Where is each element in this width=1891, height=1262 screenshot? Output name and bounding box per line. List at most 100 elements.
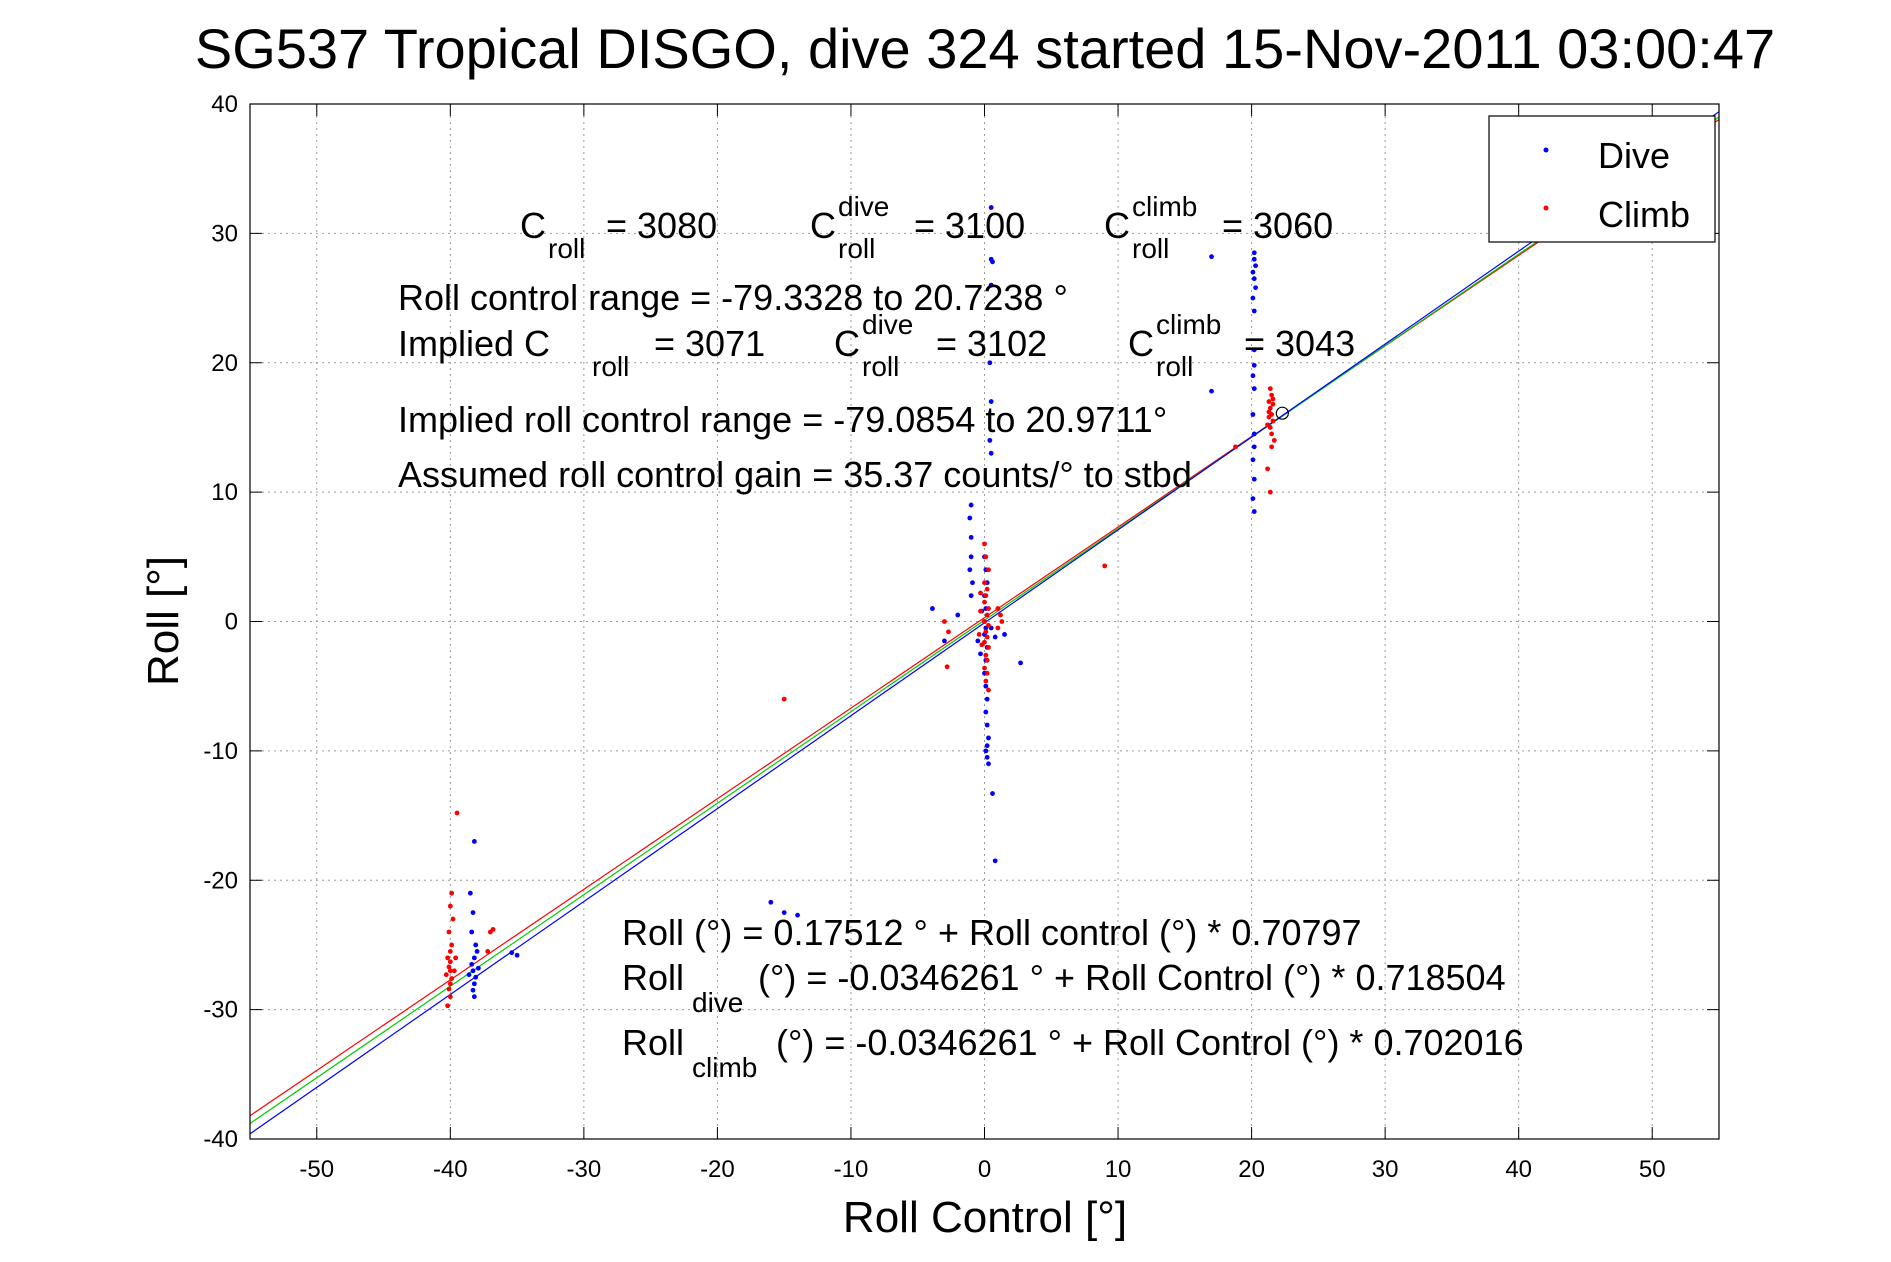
y-tick-label: 20 bbox=[211, 350, 238, 377]
dive-point bbox=[942, 638, 947, 644]
data-points bbox=[443, 205, 1289, 1009]
dive-point bbox=[983, 748, 989, 754]
climb-point bbox=[983, 554, 989, 560]
c-dive-sup: dive bbox=[838, 191, 889, 222]
dive-point bbox=[984, 696, 990, 702]
x-tick-label: 40 bbox=[1505, 1156, 1532, 1183]
climb-point bbox=[978, 590, 983, 596]
climb-point bbox=[1271, 437, 1277, 443]
climb-point bbox=[986, 687, 991, 693]
climb-point bbox=[1269, 392, 1275, 398]
dive-point bbox=[469, 961, 475, 967]
dive-point bbox=[1209, 388, 1214, 394]
climb-point bbox=[447, 903, 453, 909]
dive-point bbox=[1251, 308, 1257, 314]
climb-point bbox=[1269, 431, 1275, 437]
climb-point bbox=[986, 606, 991, 611]
climb-point bbox=[490, 927, 496, 932]
climb-point bbox=[984, 634, 990, 640]
implied-c-dive-label: C bbox=[834, 323, 860, 364]
dive-point bbox=[968, 593, 974, 599]
climb-point bbox=[1270, 418, 1276, 424]
y-tick-label: -20 bbox=[203, 867, 238, 894]
y-tick-label: 30 bbox=[211, 220, 238, 247]
climb-point bbox=[983, 652, 989, 658]
implied-c-climb-sub: roll bbox=[1156, 351, 1193, 382]
dive-point bbox=[1251, 386, 1257, 392]
dive-point bbox=[1250, 457, 1256, 463]
climb-point bbox=[1266, 414, 1272, 420]
climb-point bbox=[944, 664, 950, 670]
climb-point bbox=[1269, 444, 1275, 450]
y-tick-label: 0 bbox=[225, 609, 238, 636]
c-climb-sup: climb bbox=[1132, 191, 1197, 222]
climb-point bbox=[447, 959, 453, 965]
climb-point bbox=[979, 642, 985, 648]
dive-point bbox=[1250, 496, 1256, 501]
chart-title: SG537 Tropical DISGO, dive 324 started 1… bbox=[195, 17, 1775, 80]
c-dive-sub: roll bbox=[838, 233, 875, 264]
climb-point bbox=[1265, 422, 1271, 428]
climb-point bbox=[986, 644, 991, 650]
climb-point bbox=[976, 632, 982, 637]
c-dive-value: = 3100 bbox=[914, 205, 1025, 246]
climb-point bbox=[983, 593, 989, 599]
dive-point bbox=[1250, 373, 1256, 379]
dive-point bbox=[1251, 362, 1257, 368]
dive-point bbox=[471, 839, 477, 844]
climb-point bbox=[454, 810, 460, 816]
dive-point bbox=[509, 950, 515, 956]
dive-point bbox=[1250, 295, 1256, 301]
dive-point bbox=[990, 791, 995, 796]
dive-point bbox=[968, 554, 974, 560]
climb-point bbox=[1267, 386, 1273, 392]
x-axis-label: Roll Control [°] bbox=[843, 1193, 1127, 1242]
dive-point bbox=[992, 858, 998, 864]
dive-point bbox=[987, 437, 993, 443]
legend-climb-label: Climb bbox=[1598, 194, 1690, 235]
roll-control-range: Roll control range = -79.3328 to 20.7238… bbox=[398, 277, 1068, 318]
climb-point bbox=[984, 670, 990, 676]
climb-point bbox=[443, 972, 449, 978]
climb-point bbox=[1233, 444, 1238, 450]
climb-point bbox=[451, 968, 457, 974]
x-tick-label: 10 bbox=[1105, 1156, 1132, 1183]
climb-point bbox=[982, 599, 987, 605]
dive-point bbox=[514, 952, 520, 958]
dive-point bbox=[983, 683, 989, 689]
dive-point bbox=[1250, 269, 1256, 275]
dive-point bbox=[1018, 660, 1023, 666]
climb-point bbox=[447, 994, 453, 1000]
climb-point bbox=[984, 657, 990, 663]
dive-point bbox=[986, 761, 991, 767]
climb-point bbox=[1270, 396, 1276, 402]
c-dive-label: C bbox=[810, 205, 836, 246]
climb-point bbox=[984, 612, 990, 618]
dive-point bbox=[795, 912, 800, 918]
dive-point bbox=[930, 606, 935, 611]
x-tick-label: -30 bbox=[567, 1156, 602, 1183]
equation-dive-sub: dive bbox=[692, 987, 743, 1018]
fit-line bbox=[249, 119, 1720, 1117]
dive-point bbox=[1251, 256, 1257, 262]
climb-point bbox=[447, 949, 453, 954]
climb-point bbox=[445, 1003, 451, 1009]
dive-point bbox=[988, 282, 994, 288]
equation-dive-rest: (°) = -0.0346261 ° + Roll Control (°) * … bbox=[758, 957, 1506, 998]
y-tick-label: -10 bbox=[203, 738, 238, 765]
climb-point bbox=[449, 976, 455, 981]
dive-point bbox=[984, 743, 990, 749]
climb-point bbox=[449, 890, 455, 896]
dive-point bbox=[990, 259, 995, 265]
climb-point bbox=[446, 986, 452, 992]
x-tick-label: 0 bbox=[978, 1156, 991, 1183]
equation-climb-roll: Roll bbox=[622, 1022, 684, 1063]
dive-point bbox=[967, 515, 973, 521]
dive-point bbox=[470, 910, 476, 915]
climb-point bbox=[1265, 466, 1271, 472]
climb-point bbox=[998, 612, 1003, 618]
centroid-marker bbox=[1275, 406, 1289, 420]
climb-point bbox=[982, 665, 987, 671]
dive-point bbox=[1250, 412, 1256, 417]
